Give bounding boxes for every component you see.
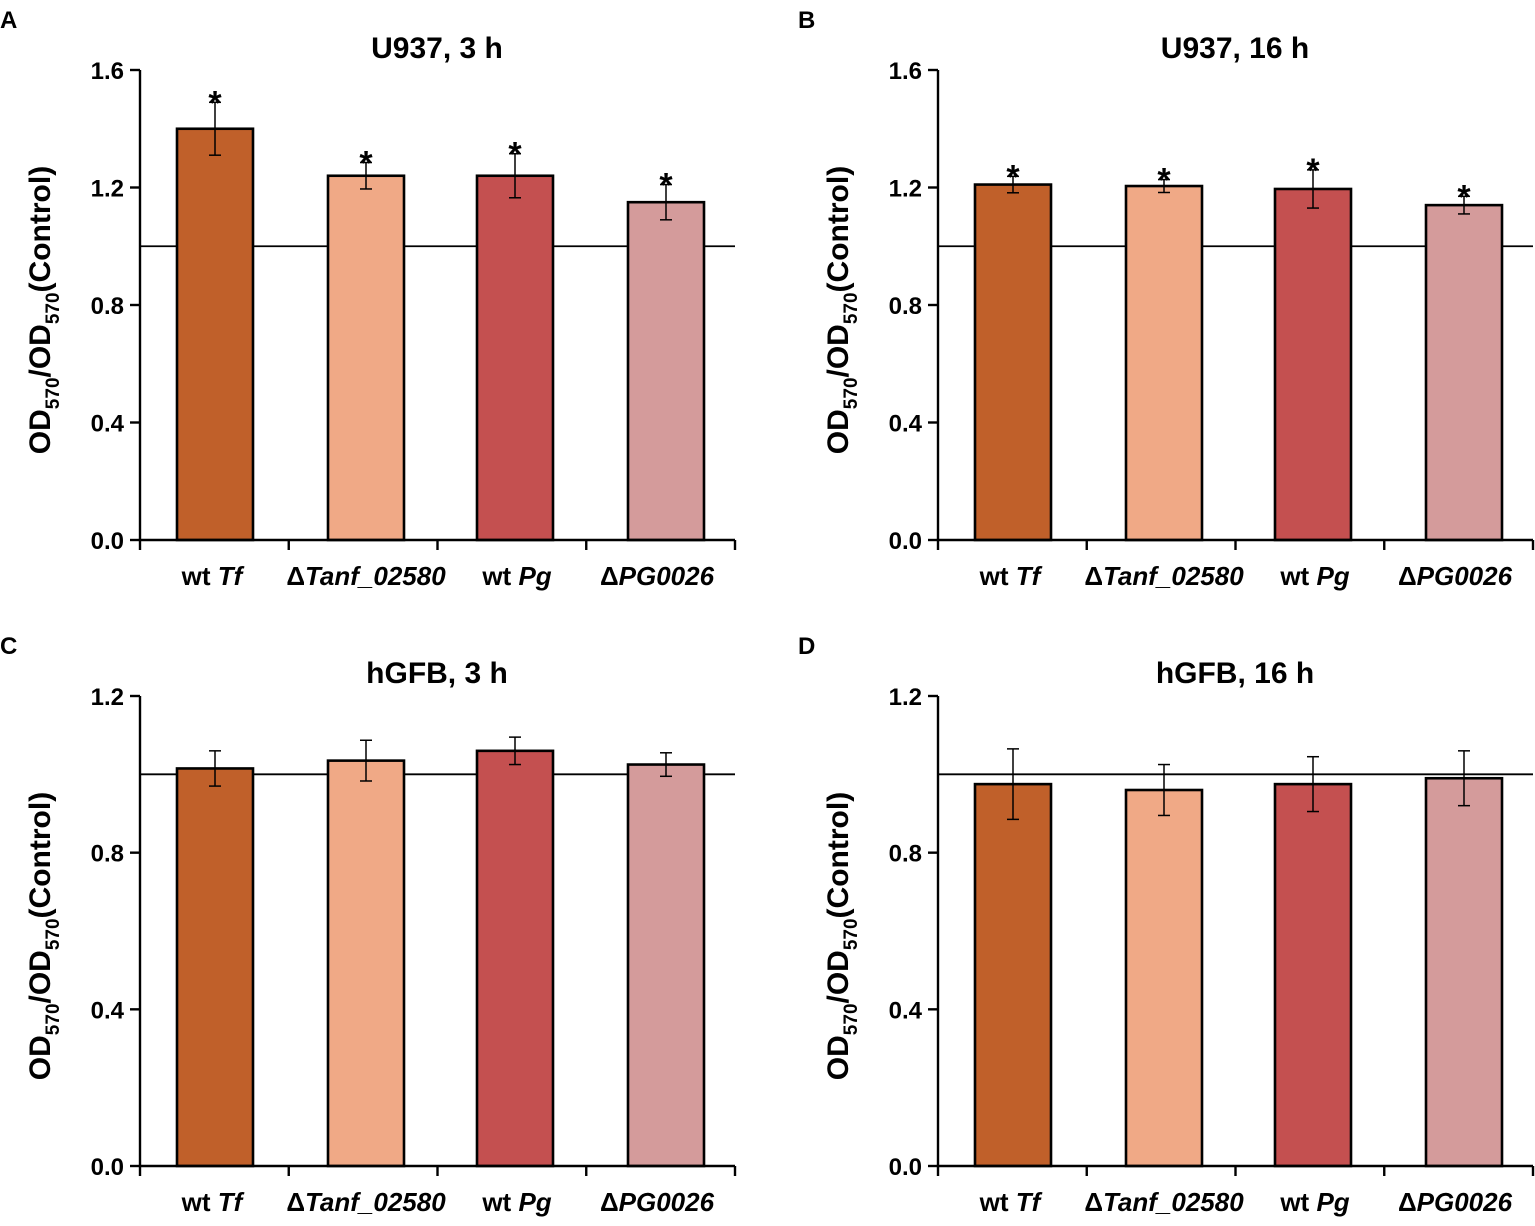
y-tick-label: 0.0 <box>91 1154 124 1181</box>
chart-title: U937, 16 h <box>1161 32 1309 65</box>
x-category-label: ΔPG0026 <box>1398 1187 1513 1217</box>
y-tick-label: 1.6 <box>889 58 922 85</box>
bar-4 <box>1424 203 1504 542</box>
x-category-label: wt Pg <box>1279 561 1349 591</box>
significance-star: * <box>1006 158 1020 196</box>
significance-star: * <box>1157 162 1171 200</box>
y-tick-label: 0.0 <box>91 528 124 555</box>
y-tick-label: 0.0 <box>889 528 922 555</box>
bar-3 <box>1273 187 1353 542</box>
error-bar-3 <box>509 152 521 199</box>
bar-4 <box>626 763 706 1168</box>
chart-title: hGFB, 16 h <box>1156 657 1314 690</box>
x-category-label: wt Tf <box>979 1187 1043 1217</box>
x-category-label: ΔPG0026 <box>600 561 715 591</box>
y-tick-label: 0.8 <box>91 293 124 320</box>
bar-1 <box>973 782 1053 1168</box>
error-bar-2 <box>1158 178 1170 194</box>
error-bar-4 <box>660 183 672 221</box>
y-tick-label: 0.4 <box>889 411 923 438</box>
bar-4 <box>1424 776 1504 1168</box>
panel-letter: B <box>798 7 815 34</box>
error-bar-1 <box>1007 748 1019 821</box>
x-category-label: wt Tf <box>979 561 1043 591</box>
significance-star: * <box>208 84 222 122</box>
chart-title: hGFB, 3 h <box>366 657 508 690</box>
error-bar-4 <box>1458 750 1470 807</box>
significance-star: * <box>1306 152 1320 190</box>
error-bar-2 <box>360 161 372 190</box>
bar-1 <box>175 127 255 542</box>
y-axis-label: OD570/OD570(Control) <box>822 792 862 1080</box>
bar-2 <box>1124 184 1204 542</box>
panel-b: B U937, 16 h OD570/OD570(Control) * * * * 0.0 0.… <box>798 7 1535 591</box>
y-tick-label: 0.4 <box>889 997 923 1024</box>
bar-2 <box>1124 788 1204 1168</box>
x-category-label: ΔTanf_02580 <box>286 561 446 591</box>
error-bar-1 <box>209 101 221 156</box>
x-category-label: wt Tf <box>181 561 245 591</box>
error-bar-3 <box>1307 755 1319 813</box>
y-axis-label: OD570/OD570(Control) <box>24 166 64 454</box>
y-tick-label: 0.8 <box>91 841 124 868</box>
bar-1 <box>175 767 255 1168</box>
y-tick-label: 1.2 <box>91 176 124 203</box>
y-tick-label: 0.0 <box>889 1154 922 1181</box>
significance-star: * <box>659 167 673 205</box>
error-bar-2 <box>1158 763 1170 817</box>
y-tick-label: 0.4 <box>91 411 125 438</box>
error-bar-3 <box>509 736 521 766</box>
bar-4 <box>626 200 706 542</box>
bar-3 <box>1273 782 1353 1168</box>
x-category-label: ΔPG0026 <box>600 1187 715 1217</box>
x-category-label: ΔTanf_02580 <box>286 1187 446 1217</box>
x-category-label: ΔPG0026 <box>1398 561 1513 591</box>
error-bar-1 <box>1007 175 1019 194</box>
y-tick-label: 1.2 <box>91 684 124 711</box>
error-bar-3 <box>1307 169 1319 209</box>
y-tick-label: 1.2 <box>889 176 922 203</box>
bar-3 <box>475 174 555 542</box>
significance-star: * <box>359 145 373 183</box>
panel-a: A U937, 3 h OD570/OD570(Control) * * * * 0.0 0.4… <box>0 7 737 591</box>
x-category-label: wt Pg <box>1279 1187 1349 1217</box>
error-bar-4 <box>1458 195 1470 215</box>
error-bar-4 <box>660 752 672 778</box>
panel-letter: D <box>798 633 815 660</box>
y-tick-label: 1.2 <box>889 684 922 711</box>
bar-2 <box>326 174 406 542</box>
bar-2 <box>326 759 406 1168</box>
x-category-label: wt Pg <box>481 561 551 591</box>
significance-star: * <box>1457 178 1471 216</box>
y-tick-label: 0.4 <box>91 997 125 1024</box>
y-axis-label: OD570/OD570(Control) <box>822 166 862 454</box>
bar-3 <box>475 749 555 1168</box>
panel-letter: A <box>0 7 17 34</box>
panel-letter: C <box>0 633 17 660</box>
y-tick-label: 1.6 <box>91 58 124 85</box>
bar-1 <box>973 183 1053 542</box>
error-bar-2 <box>360 739 372 782</box>
x-category-label: wt Tf <box>181 1187 245 1217</box>
error-bar-1 <box>209 750 221 787</box>
chart-title: U937, 3 h <box>371 32 503 65</box>
x-category-label: ΔTanf_02580 <box>1084 1187 1244 1217</box>
y-axis-label: OD570/OD570(Control) <box>24 792 64 1080</box>
y-tick-label: 0.8 <box>889 841 922 868</box>
x-category-label: wt Pg <box>481 1187 551 1217</box>
y-tick-label: 0.8 <box>889 293 922 320</box>
x-category-label: ΔTanf_02580 <box>1084 561 1244 591</box>
significance-star: * <box>508 136 522 174</box>
